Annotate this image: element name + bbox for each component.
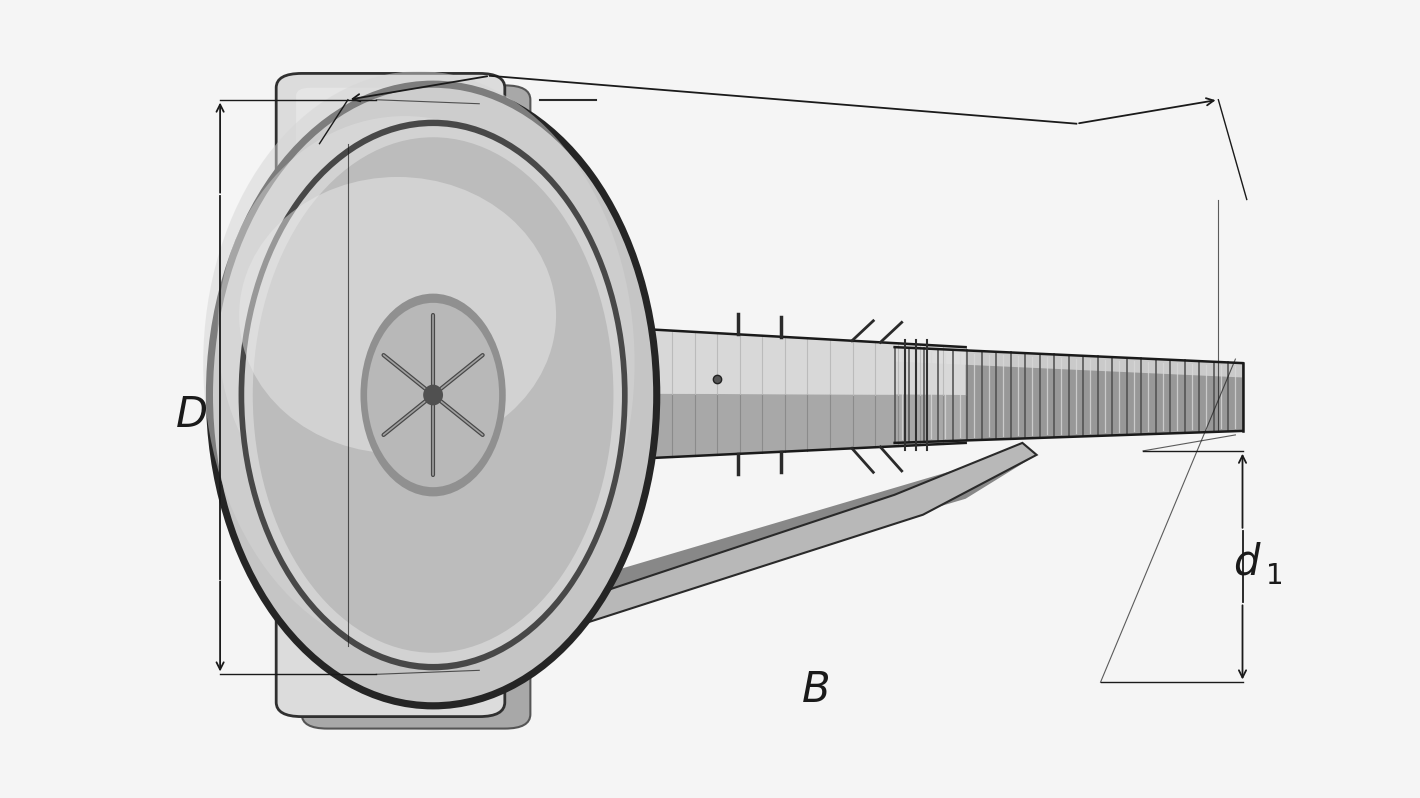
Polygon shape xyxy=(895,347,1242,377)
Ellipse shape xyxy=(224,264,642,556)
Ellipse shape xyxy=(206,81,660,709)
Ellipse shape xyxy=(203,71,635,655)
Ellipse shape xyxy=(244,126,622,664)
Ellipse shape xyxy=(217,117,592,546)
Polygon shape xyxy=(895,347,1242,443)
Text: d: d xyxy=(1234,542,1260,583)
Ellipse shape xyxy=(362,297,504,493)
Ellipse shape xyxy=(239,120,628,670)
Text: 1: 1 xyxy=(1267,562,1284,591)
Polygon shape xyxy=(469,393,966,467)
Ellipse shape xyxy=(244,126,622,664)
Ellipse shape xyxy=(253,137,613,653)
Ellipse shape xyxy=(423,385,443,405)
Text: D: D xyxy=(176,394,207,436)
Ellipse shape xyxy=(239,177,557,453)
Ellipse shape xyxy=(213,257,653,564)
Ellipse shape xyxy=(239,120,628,670)
Ellipse shape xyxy=(234,272,632,549)
Ellipse shape xyxy=(207,81,659,709)
Ellipse shape xyxy=(366,303,500,487)
FancyBboxPatch shape xyxy=(277,73,506,717)
Polygon shape xyxy=(469,319,966,395)
Text: B: B xyxy=(802,670,831,711)
Polygon shape xyxy=(341,443,1037,674)
Ellipse shape xyxy=(227,231,554,447)
Ellipse shape xyxy=(256,140,611,650)
Polygon shape xyxy=(369,455,1037,658)
Ellipse shape xyxy=(356,287,510,503)
Ellipse shape xyxy=(422,383,444,407)
Ellipse shape xyxy=(253,137,613,653)
FancyBboxPatch shape xyxy=(297,88,486,403)
Ellipse shape xyxy=(213,88,653,702)
Ellipse shape xyxy=(213,88,653,702)
Ellipse shape xyxy=(361,294,506,496)
FancyBboxPatch shape xyxy=(302,85,531,729)
